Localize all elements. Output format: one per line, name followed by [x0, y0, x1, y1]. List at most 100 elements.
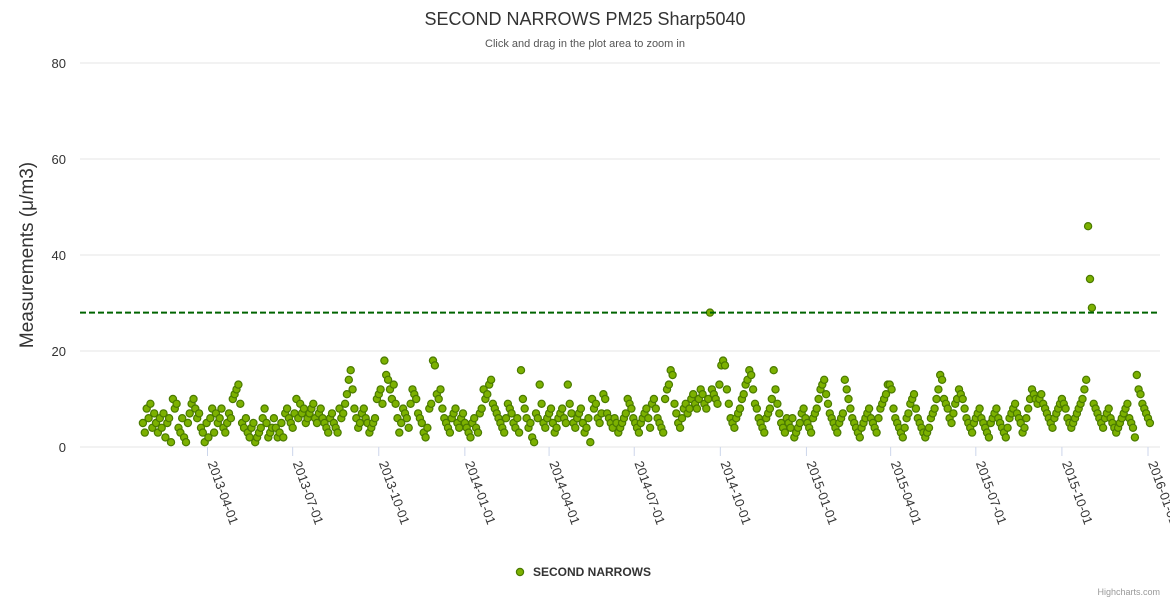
data-point[interactable]	[434, 394, 443, 404]
data-point[interactable]	[812, 404, 821, 413]
legend[interactable]: SECOND NARROWS	[515, 565, 651, 579]
data-point[interactable]	[458, 409, 468, 418]
data-point[interactable]	[395, 428, 404, 437]
data-point[interactable]	[421, 433, 430, 442]
data-point[interactable]	[820, 375, 829, 384]
data-point[interactable]	[1087, 303, 1097, 312]
data-point[interactable]	[226, 414, 236, 423]
data-point[interactable]	[958, 394, 967, 404]
data-point[interactable]	[282, 404, 292, 413]
data-point[interactable]	[1083, 221, 1093, 231]
data-point[interactable]	[823, 399, 833, 408]
data-point[interactable]	[340, 399, 350, 408]
data-point[interactable]	[350, 404, 359, 413]
data-point[interactable]	[185, 409, 194, 418]
data-point[interactable]	[483, 390, 492, 399]
data-point[interactable]	[470, 414, 479, 423]
data-point[interactable]	[1145, 418, 1155, 428]
data-point[interactable]	[1128, 423, 1138, 432]
data-point[interactable]	[780, 428, 790, 437]
data-point[interactable]	[529, 438, 539, 447]
data-point[interactable]	[722, 385, 732, 394]
data-point[interactable]	[516, 366, 526, 375]
data-point[interactable]	[1123, 399, 1132, 408]
data-point[interactable]	[1022, 414, 1031, 423]
data-point[interactable]	[675, 423, 685, 432]
data-point[interactable]	[634, 428, 644, 437]
data-point[interactable]	[389, 380, 398, 389]
data-point[interactable]	[584, 414, 593, 423]
data-point[interactable]	[370, 414, 380, 423]
data-point[interactable]	[526, 418, 535, 428]
data-point[interactable]	[932, 394, 941, 404]
data-point[interactable]	[561, 418, 571, 428]
data-point[interactable]	[1020, 423, 1029, 432]
data-point[interactable]	[855, 433, 865, 442]
data-point[interactable]	[500, 428, 509, 437]
data-point[interactable]	[1048, 423, 1057, 432]
data-point[interactable]	[881, 390, 891, 399]
credits-link[interactable]: Highcharts.com	[1097, 587, 1160, 597]
data-point[interactable]	[241, 414, 251, 423]
data-point[interactable]	[788, 414, 797, 423]
data-point[interactable]	[402, 414, 411, 423]
data-point[interactable]	[177, 414, 187, 423]
data-point[interactable]	[397, 418, 406, 428]
data-point[interactable]	[909, 390, 919, 399]
data-point[interactable]	[181, 438, 191, 447]
data-point[interactable]	[765, 404, 775, 413]
data-point[interactable]	[514, 428, 524, 437]
data-point[interactable]	[427, 399, 436, 408]
data-point[interactable]	[713, 399, 722, 408]
data-point[interactable]	[702, 404, 711, 413]
data-point[interactable]	[194, 409, 204, 418]
data-point[interactable]	[423, 423, 432, 432]
data-point[interactable]	[206, 414, 215, 423]
data-point[interactable]	[760, 428, 769, 437]
data-point[interactable]	[404, 423, 413, 432]
data-point[interactable]	[814, 394, 823, 404]
data-point[interactable]	[1104, 404, 1113, 413]
data-point[interactable]	[670, 399, 679, 408]
data-point[interactable]	[689, 390, 698, 399]
data-point[interactable]	[277, 418, 286, 428]
data-point[interactable]	[359, 404, 368, 413]
data-point[interactable]	[846, 404, 855, 413]
data-point[interactable]	[546, 404, 556, 413]
data-point[interactable]	[260, 404, 269, 413]
data-point[interactable]	[692, 404, 702, 413]
data-point[interactable]	[563, 380, 573, 389]
data-point[interactable]	[309, 399, 318, 408]
data-point[interactable]	[558, 404, 567, 413]
data-point[interactable]	[642, 404, 651, 413]
data-point[interactable]	[221, 428, 230, 437]
legend-item-second-narrows[interactable]: SECOND NARROWS	[533, 565, 651, 579]
data-point[interactable]	[157, 423, 166, 432]
data-point[interactable]	[344, 375, 353, 384]
data-point[interactable]	[924, 423, 934, 432]
data-point[interactable]	[767, 394, 777, 404]
data-point[interactable]	[376, 385, 385, 394]
data-point[interactable]	[591, 399, 601, 408]
data-point[interactable]	[1003, 423, 1012, 432]
data-point[interactable]	[412, 394, 421, 404]
data-point[interactable]	[348, 385, 357, 394]
data-point[interactable]	[189, 394, 198, 404]
data-point[interactable]	[806, 428, 816, 437]
data-point[interactable]	[748, 385, 758, 394]
data-point[interactable]	[146, 399, 155, 408]
data-point[interactable]	[383, 375, 393, 384]
data-point[interactable]	[138, 418, 148, 428]
data-point[interactable]	[668, 370, 677, 380]
data-point[interactable]	[864, 404, 874, 413]
data-point[interactable]	[900, 423, 909, 432]
data-point[interactable]	[430, 361, 440, 370]
data-point[interactable]	[342, 390, 352, 399]
data-point[interactable]	[715, 380, 724, 389]
data-point[interactable]	[720, 361, 730, 370]
data-point[interactable]	[269, 414, 279, 423]
data-point[interactable]	[533, 414, 543, 423]
data-point[interactable]	[911, 404, 921, 413]
data-point[interactable]	[586, 438, 595, 447]
data-point[interactable]	[501, 414, 511, 423]
